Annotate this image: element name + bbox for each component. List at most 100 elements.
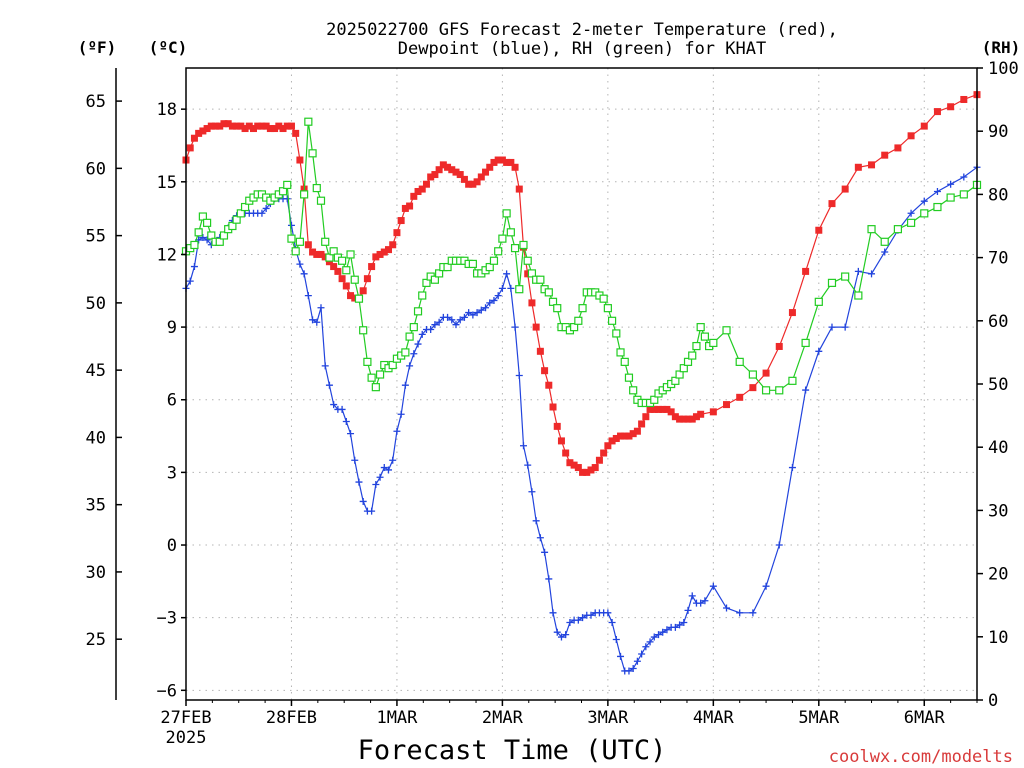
- rh-point: [287, 234, 296, 243]
- rh-point: [510, 244, 520, 253]
- rh-point: [304, 117, 313, 126]
- dewpoint-line: [185, 166, 978, 672]
- dewpoint-point: [684, 606, 692, 614]
- x-tick-label: 3MAR: [587, 708, 629, 728]
- temperature-point: [384, 246, 392, 254]
- temperature-point: [334, 267, 342, 275]
- temperature-point: [275, 122, 283, 130]
- temperature-point: [545, 381, 553, 389]
- rh-point: [363, 357, 372, 366]
- temperature-point: [562, 449, 570, 457]
- dewpoint-point: [410, 350, 418, 358]
- dewpoint-point: [553, 628, 561, 636]
- rh-point: [342, 266, 351, 275]
- dewpoint-point: [654, 631, 662, 639]
- temperature-point: [397, 217, 405, 225]
- rh-point: [485, 262, 494, 272]
- temperature-point: [224, 120, 232, 128]
- dewpoint-point: [947, 180, 955, 188]
- dewpoint-point: [317, 304, 325, 312]
- temperature-point: [380, 248, 388, 256]
- fahrenheit-tick-label: 55: [86, 227, 106, 247]
- plot-frame: [185, 67, 978, 701]
- temperature-point: [828, 200, 836, 208]
- dewpoint-point: [519, 442, 527, 450]
- dewpoint-point: [431, 321, 439, 329]
- dewpoint-point: [549, 609, 557, 617]
- temperature-line: [185, 94, 978, 473]
- temperature-point: [617, 432, 625, 440]
- dewpoint-point: [642, 643, 650, 651]
- rh-point: [506, 228, 515, 237]
- dewpoint-point: [736, 609, 744, 617]
- rh-point: [409, 323, 418, 332]
- dewpoint-point: [460, 313, 468, 321]
- dewpoint-point: [452, 321, 460, 329]
- rh-point: [350, 275, 359, 284]
- temperature-point: [418, 185, 426, 193]
- dewpoint-point: [775, 541, 783, 549]
- temperature-point: [579, 468, 587, 476]
- temperature-point: [612, 434, 620, 442]
- temperature-point: [448, 166, 456, 174]
- temperature-point: [452, 168, 460, 176]
- dewpoint-point: [562, 631, 570, 639]
- temperature-point: [376, 250, 384, 258]
- dewpoint-point: [612, 635, 620, 643]
- temperature-point: [625, 432, 633, 440]
- dewpoint-point: [477, 306, 485, 314]
- temperature-point: [775, 342, 783, 350]
- rh-point: [515, 285, 524, 294]
- temperature-point: [406, 202, 414, 210]
- temperature-point: [372, 253, 380, 261]
- dewpoint-point: [532, 517, 540, 525]
- rh-point: [219, 231, 229, 240]
- dewpoint-point: [258, 209, 266, 217]
- temperature-point: [241, 125, 249, 133]
- rh-point: [761, 386, 771, 395]
- temperature-point: [317, 250, 325, 258]
- temperature-point: [262, 122, 270, 130]
- rh-point: [688, 351, 697, 360]
- temperature-point: [237, 122, 245, 130]
- dewpoint-point: [536, 534, 544, 542]
- temperature-point: [762, 369, 770, 377]
- celsius-tick-label: −3: [157, 609, 177, 629]
- temperature-point: [347, 292, 355, 300]
- temperature-point: [676, 415, 684, 423]
- dewpoint-point: [659, 628, 667, 636]
- x-axis-title: Forecast Time (UTC): [358, 735, 667, 766]
- temperature-point: [271, 125, 279, 133]
- dewpoint-point: [384, 466, 392, 474]
- rh-point: [523, 256, 532, 265]
- rh-point: [300, 190, 309, 199]
- dewpoint-point: [587, 611, 595, 619]
- dewpoint-point: [296, 260, 304, 268]
- temperature-point: [907, 132, 915, 140]
- dewpoint-point: [625, 667, 633, 675]
- dewpoint-point: [709, 582, 717, 590]
- temperature-point: [697, 410, 705, 418]
- dewpoint-point: [907, 209, 915, 217]
- temperature-point: [749, 384, 757, 392]
- temperature-point: [249, 125, 257, 133]
- x-tick-label: 1MAR: [376, 708, 418, 728]
- x-tick-label: 28FEB: [266, 708, 317, 728]
- dewpoint-point: [325, 381, 333, 389]
- rh-point: [612, 329, 621, 338]
- dewpoint-point: [515, 372, 523, 380]
- dewpoint-point: [262, 204, 270, 212]
- temperature-point: [203, 125, 211, 133]
- temperature-point: [279, 125, 287, 133]
- rh-point: [722, 326, 731, 335]
- dewpoint-point: [427, 326, 435, 334]
- temperature-point: [486, 163, 494, 171]
- temperature-point: [604, 442, 612, 450]
- temperature-point: [195, 129, 203, 137]
- dewpoint-point: [663, 626, 671, 634]
- dewpoint-point: [342, 418, 350, 426]
- rh-point: [814, 297, 823, 306]
- rh-point: [624, 373, 634, 382]
- celsius-tick-label: 9: [167, 318, 177, 338]
- dewpoint-point: [511, 323, 519, 331]
